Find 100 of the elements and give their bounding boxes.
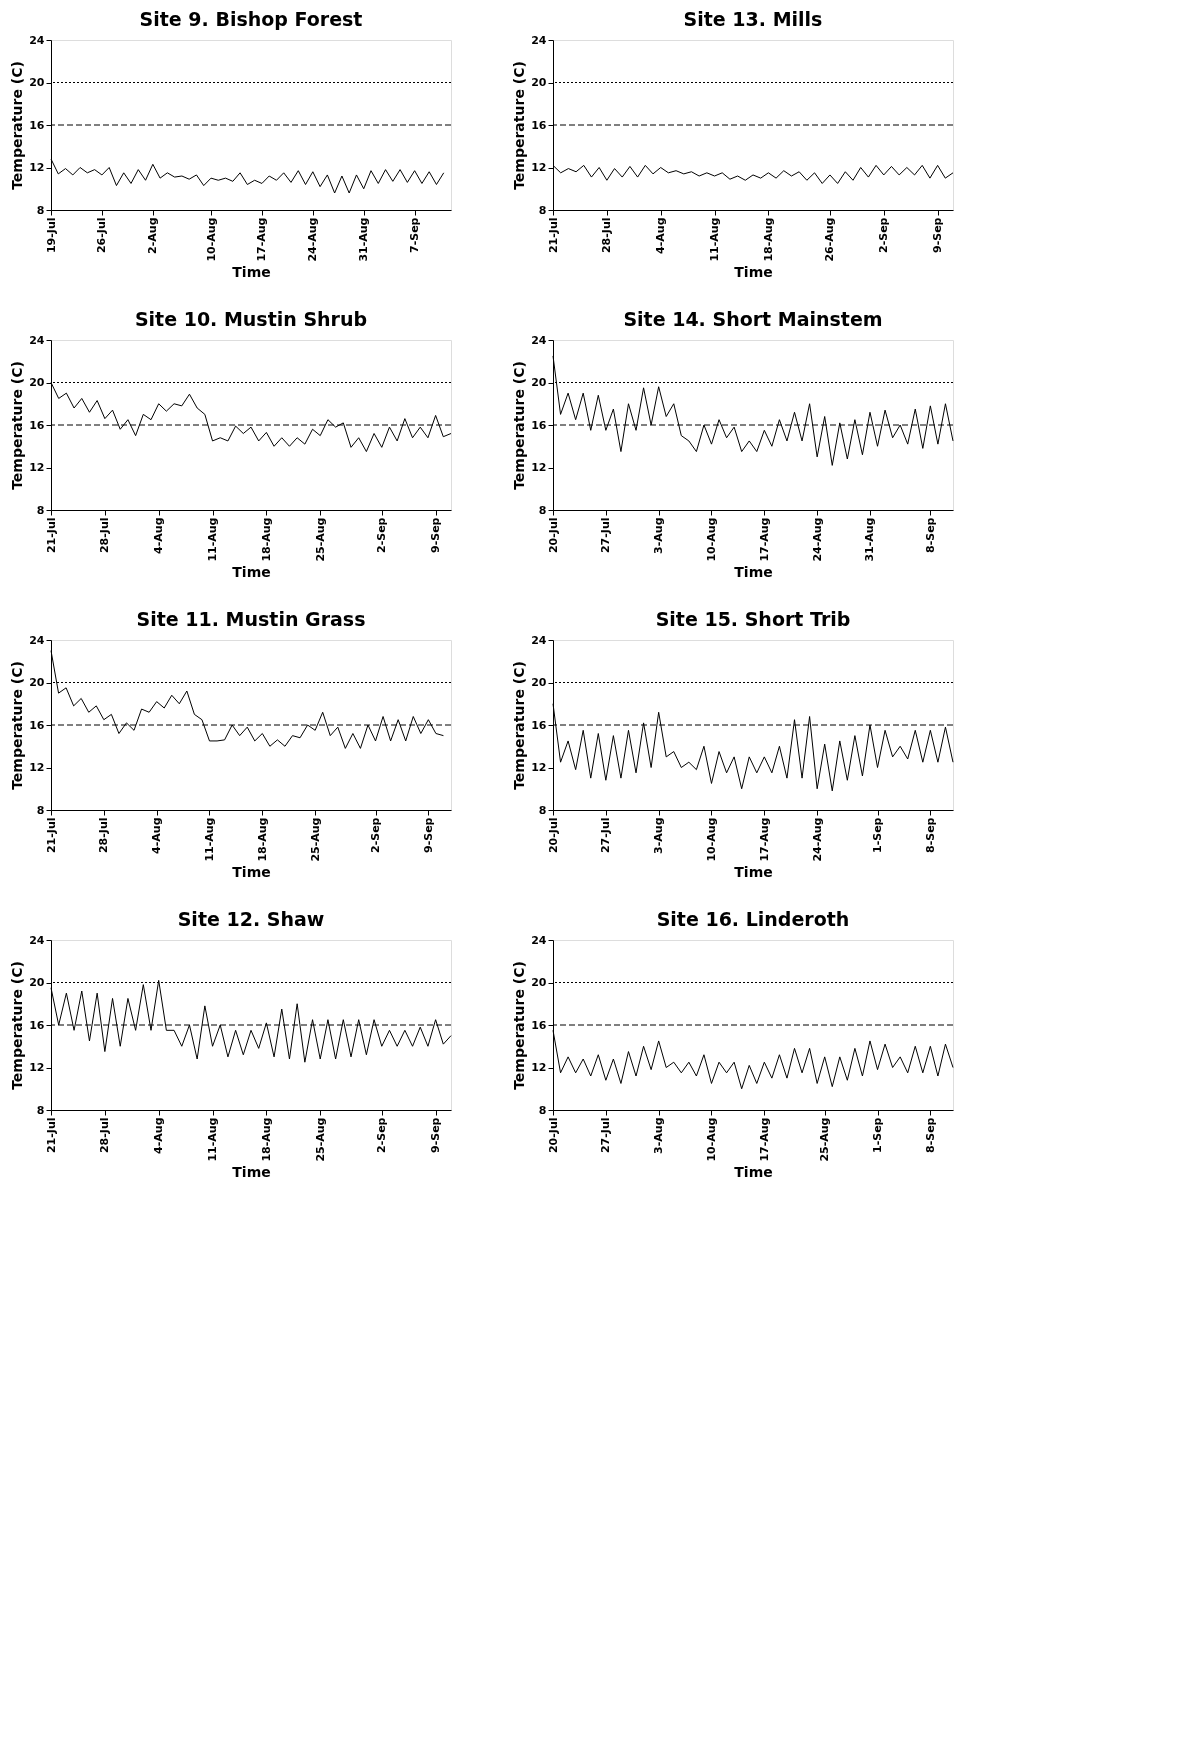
x-tick-label: 8-Sep: [923, 817, 937, 853]
y-axis-title: Temperature (C): [511, 961, 528, 1090]
x-tick-label: 9-Sep: [421, 817, 435, 853]
y-tick-label: 24: [531, 333, 547, 347]
x-tick-label: 2-Sep: [375, 517, 389, 553]
y-tick-label: 24: [29, 633, 45, 647]
x-tick-label: 3-Aug: [652, 1117, 666, 1154]
x-tick-label: 10-Aug: [704, 517, 718, 562]
y-tick-label: 24: [531, 33, 547, 47]
y-tick-label: 8: [538, 203, 547, 217]
y-tick-label: 20: [531, 676, 547, 689]
chart-title: Site 14. Short Mainstem: [623, 308, 883, 330]
y-tick-label: 12: [29, 761, 45, 774]
x-tick-label: 4-Aug: [654, 217, 668, 254]
x-axis-title: Time: [232, 1163, 271, 1180]
x-tick-label: 3-Aug: [652, 817, 666, 854]
x-tick-label: 9-Sep: [429, 1117, 443, 1153]
y-tick-label: 20: [29, 976, 45, 989]
x-tick-label: 28-Jul: [600, 217, 614, 254]
x-tick-label: 25-Aug: [308, 817, 322, 862]
chart-title: Site 10. Mustin Shrub: [134, 308, 368, 330]
x-tick-label: 11-Aug: [206, 517, 220, 562]
y-tick-label: 8: [36, 1103, 45, 1117]
y-tick-label: 20: [531, 976, 547, 989]
chart-title: Site 11. Mustin Grass: [136, 608, 366, 630]
x-tick-label: 27-Jul: [599, 817, 613, 854]
x-tick-label: 24-Aug: [810, 817, 824, 862]
x-tick-label: 9-Sep: [429, 517, 443, 553]
x-tick-label: 17-Aug: [757, 517, 771, 562]
x-axis-title: Time: [734, 863, 773, 880]
x-axis-title: Time: [734, 263, 773, 280]
x-tick-label: 24-Aug: [810, 517, 824, 562]
y-tick-label: 16: [531, 718, 547, 732]
x-tick-label: 20-Jul: [546, 817, 560, 854]
x-tick-label: 20-Jul: [546, 1117, 560, 1154]
x-tick-label: 24-Aug: [306, 217, 320, 262]
x-tick-label: 31-Aug: [357, 217, 371, 262]
x-tick-label: 11-Aug: [206, 1117, 220, 1162]
y-axis-title: Temperature (C): [511, 361, 528, 490]
x-tick-label: 21-Jul: [546, 217, 560, 254]
y-tick-label: 16: [29, 118, 45, 132]
x-axis-title: Time: [734, 1163, 773, 1180]
y-tick-label: 20: [531, 376, 547, 389]
y-tick-label: 8: [538, 803, 547, 817]
x-tick-label: 28-Jul: [97, 817, 111, 854]
x-tick-label: 26-Jul: [95, 217, 109, 254]
x-tick-label: 2-Sep: [369, 817, 383, 853]
x-tick-label: 10-Aug: [704, 1117, 718, 1162]
y-tick-label: 24: [29, 333, 45, 347]
x-tick-label: 10-Aug: [204, 217, 218, 262]
x-tick-label: 19-Jul: [44, 217, 58, 254]
x-tick-label: 9-Sep: [931, 217, 945, 253]
x-tick-label: 3-Aug: [652, 517, 666, 554]
x-tick-label: 18-Aug: [259, 1117, 273, 1162]
y-tick-label: 24: [531, 933, 547, 947]
y-axis-title: Temperature (C): [511, 661, 528, 790]
x-tick-label: 17-Aug: [757, 817, 771, 862]
x-tick-label: 25-Aug: [313, 517, 327, 562]
y-tick-label: 16: [531, 118, 547, 132]
x-tick-label: 20-Jul: [546, 517, 560, 554]
y-tick-label: 8: [538, 1103, 547, 1117]
y-axis-title: Temperature (C): [9, 61, 26, 190]
x-tick-label: 1-Sep: [871, 817, 885, 853]
y-tick-label: 16: [29, 418, 45, 432]
x-tick-label: 2-Aug: [146, 217, 160, 254]
x-tick-label: 4-Aug: [150, 817, 164, 854]
y-tick-label: 8: [36, 203, 45, 217]
y-tick-label: 16: [531, 418, 547, 432]
x-axis-title: Time: [232, 863, 271, 880]
y-tick-label: 16: [531, 1018, 547, 1032]
y-tick-label: 12: [29, 1061, 45, 1074]
x-tick-label: 10-Aug: [704, 817, 718, 862]
x-tick-label: 28-Jul: [98, 517, 112, 554]
y-tick-label: 8: [36, 503, 45, 517]
y-tick-label: 8: [538, 503, 547, 517]
x-tick-label: 27-Jul: [599, 1117, 613, 1154]
y-tick-label: 20: [531, 76, 547, 89]
x-tick-label: 25-Aug: [818, 1117, 832, 1162]
y-tick-label: 16: [29, 718, 45, 732]
chart-title: Site 16. Linderoth: [656, 908, 850, 930]
x-tick-label: 4-Aug: [152, 517, 166, 554]
y-axis-title: Temperature (C): [9, 661, 26, 790]
y-tick-label: 12: [531, 461, 547, 474]
y-tick-label: 20: [29, 376, 45, 389]
y-tick-label: 24: [29, 933, 45, 947]
y-tick-label: 12: [531, 1061, 547, 1074]
x-tick-label: 26-Aug: [823, 217, 837, 262]
y-tick-label: 12: [531, 761, 547, 774]
x-axis-title: Time: [232, 563, 271, 580]
x-tick-label: 18-Aug: [761, 217, 775, 262]
y-tick-label: 12: [531, 161, 547, 174]
y-tick-label: 24: [29, 33, 45, 47]
x-tick-label: 18-Aug: [255, 817, 269, 862]
y-tick-label: 16: [29, 1018, 45, 1032]
x-tick-label: 21-Jul: [44, 1117, 58, 1154]
x-tick-label: 4-Aug: [152, 1117, 166, 1154]
x-tick-label: 18-Aug: [259, 517, 273, 562]
x-tick-label: 8-Sep: [923, 517, 937, 553]
x-tick-label: 28-Jul: [98, 1117, 112, 1154]
y-tick-label: 24: [531, 633, 547, 647]
